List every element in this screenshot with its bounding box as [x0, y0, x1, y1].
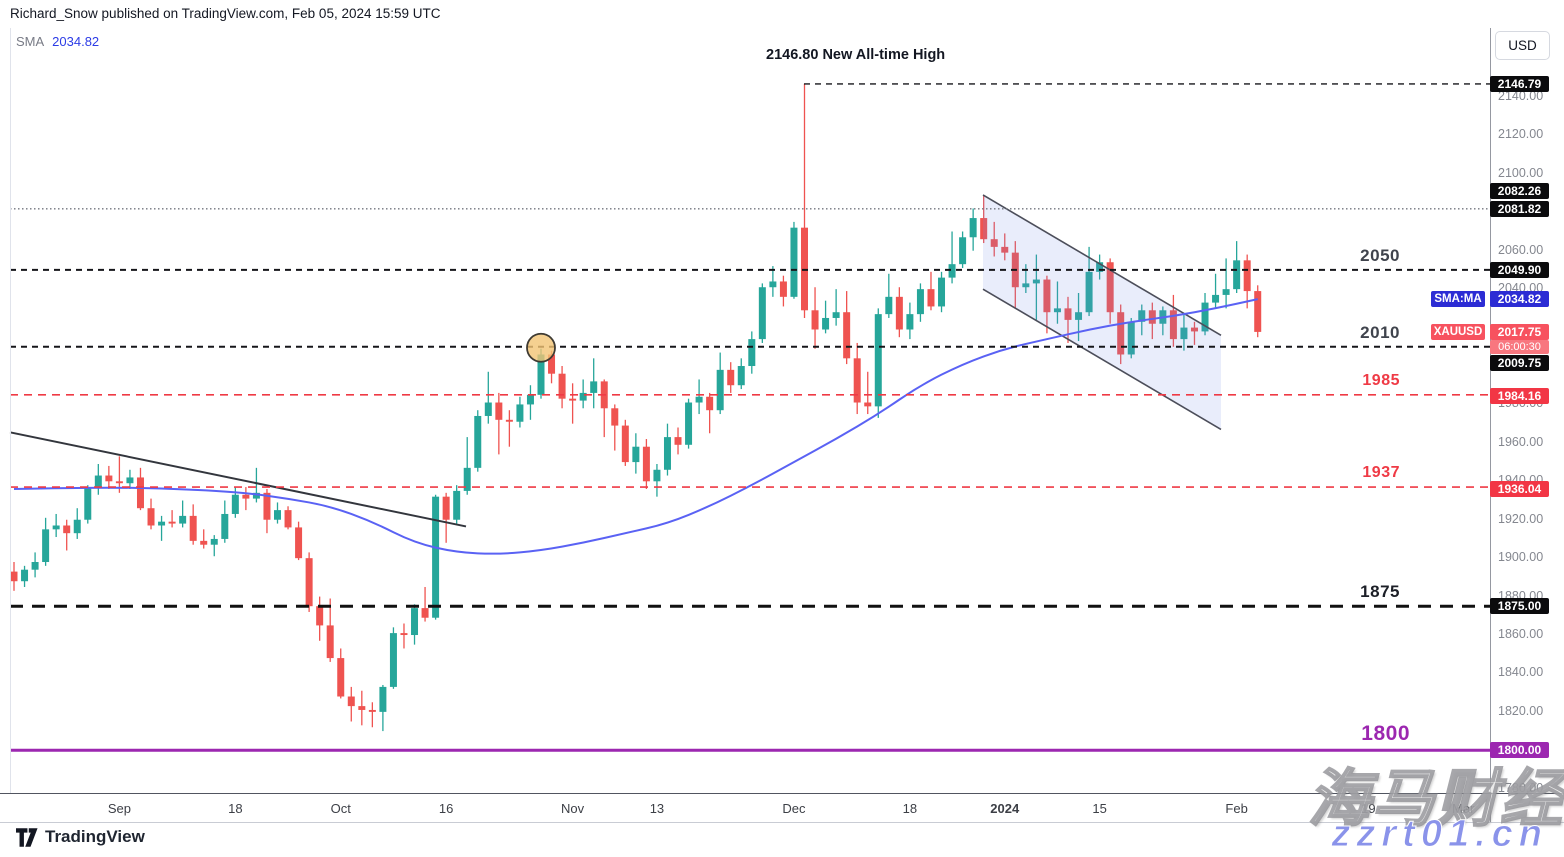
publication-note: Richard_Snow published on TradingView.co… [10, 6, 441, 21]
time-label-16: 16 [438, 801, 454, 816]
footer-border [0, 822, 1564, 823]
currency-toggle-button[interactable]: USD [1495, 31, 1550, 60]
time-label-18: 18 [902, 801, 918, 816]
price-tick: 1860.00 [1498, 627, 1544, 642]
tradingview-attribution[interactable]: TradingView [16, 827, 145, 847]
price-tick: 1900.00 [1498, 550, 1544, 565]
pane-left-border [10, 28, 11, 793]
sma-line [13, 298, 1258, 555]
price-axis-border [1490, 28, 1491, 822]
time-label-Oct: Oct [330, 801, 351, 816]
time-label-13: 13 [649, 801, 665, 816]
price-tag-1984.16: 1984.16 [1490, 388, 1549, 405]
price-tag-2009.75: 2009.75 [1490, 355, 1549, 372]
price-tag-2081.82: 2081.82 [1490, 200, 1549, 217]
tradingview-brand-text: TradingView [45, 827, 145, 846]
indicator-value: 2034.82 [52, 34, 100, 49]
price-tick: 1840.00 [1498, 665, 1544, 680]
price-tag-2082.26: 2082.26 [1490, 182, 1549, 199]
descending-channel [983, 194, 1221, 430]
price-tag-2017.75: 2017.75 [1490, 323, 1549, 340]
price-tag-2034.82: 2034.82 [1490, 291, 1549, 308]
price-tick: 2140.00 [1498, 89, 1544, 103]
price-tag-1936.04: 1936.04 [1490, 480, 1549, 497]
price-tag-2146.79: 2146.79 [1490, 75, 1549, 92]
level-label-2050: 2050 [1360, 245, 1400, 265]
series-name-tag-SMA:MA: SMA:MA [1431, 291, 1485, 308]
watermark-url: zzrt01.cn [1331, 813, 1548, 856]
highlight-circle-marker [526, 332, 556, 363]
series-name-tag-XAUUSD: XAUUSD [1431, 323, 1485, 340]
level-label-1875: 1875 [1360, 582, 1400, 602]
watermark-cjk: 海马财经 [1307, 764, 1564, 835]
ath-annotation: 2146.80 New All-time High [766, 47, 946, 63]
price-tick: 1960.00 [1498, 434, 1544, 449]
time-axis-border [0, 793, 1564, 794]
level-label-1800: 1800 [1361, 722, 1410, 746]
trendline [9, 431, 467, 528]
time-label-Dec: Dec [782, 801, 806, 816]
indicator-legend: SMA 2034.82 [16, 34, 99, 49]
time-label-15: 15 [1092, 801, 1107, 816]
price-tick: 2120.00 [1498, 127, 1544, 142]
level-label-1985: 1985 [1362, 371, 1400, 389]
price-tag-1800.00: 1800.00 [1490, 742, 1549, 759]
time-label-18: 18 [228, 801, 243, 816]
time-label-Nov: Nov [561, 801, 585, 816]
price-tick: 1780.00 [1498, 780, 1544, 795]
candlestick-series [10, 83, 1262, 732]
price-tick: 2100.00 [1498, 165, 1544, 180]
time-label-19: 19 [1361, 801, 1376, 816]
time-label-Feb: Feb [1225, 801, 1248, 816]
price-tag-2049.90: 2049.90 [1490, 262, 1549, 279]
level-label-1937: 1937 [1362, 464, 1400, 482]
price-tick: 1920.00 [1498, 511, 1544, 526]
price-tick: 1820.00 [1498, 703, 1544, 718]
time-label-Sep: Sep [107, 801, 131, 816]
time-label-Mar: Mar [1452, 801, 1475, 816]
indicator-name: SMA [16, 34, 45, 49]
time-label-2024: 2024 [990, 801, 1020, 816]
level-label-2010: 2010 [1360, 322, 1400, 342]
price-tag-1875.00: 1875.00 [1490, 598, 1549, 615]
price-tick: 2060.00 [1498, 242, 1544, 257]
bar-countdown: 06:00:30 [1490, 339, 1549, 354]
tradingview-logo [16, 827, 38, 847]
